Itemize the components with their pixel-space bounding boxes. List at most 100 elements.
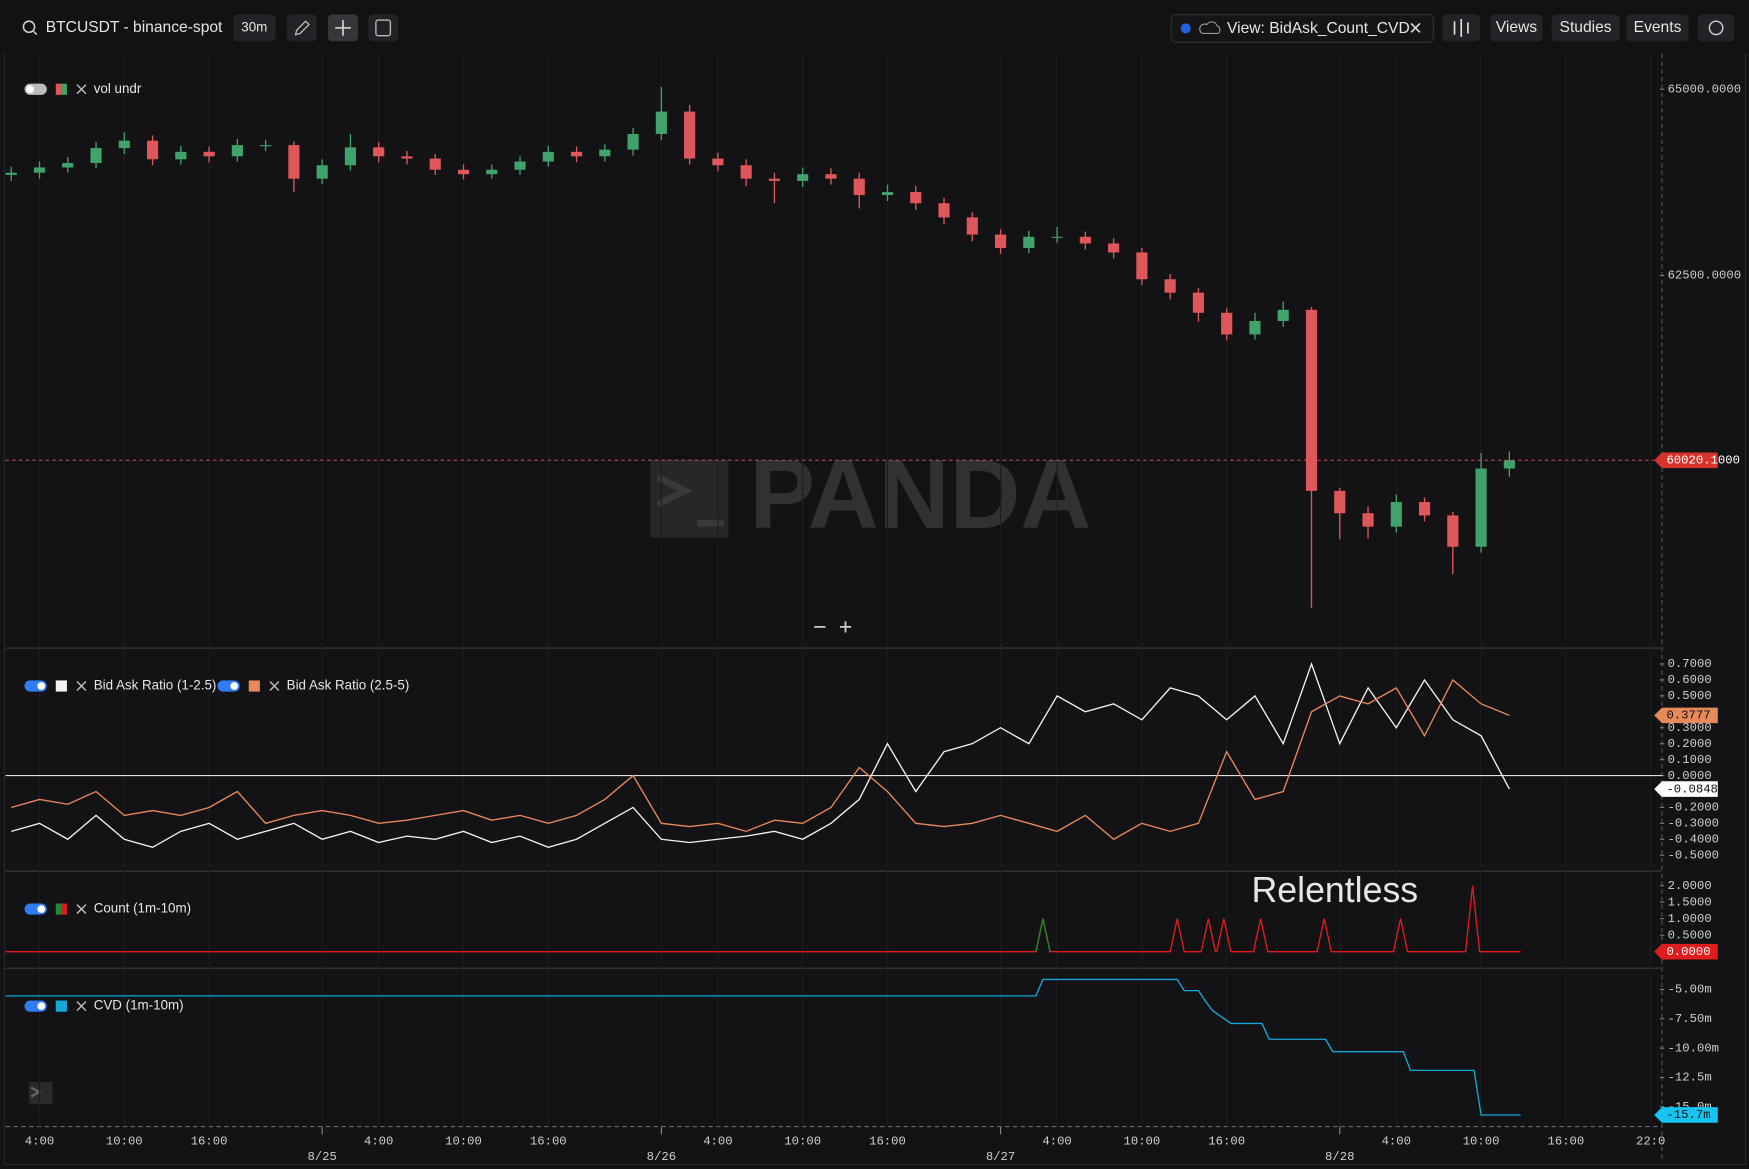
- candle-body: [938, 203, 950, 218]
- candle-body: [288, 145, 300, 179]
- edit-icon: [294, 20, 310, 36]
- candle-body: [486, 169, 498, 175]
- watermark-glyph: [656, 474, 693, 508]
- candle-body: [599, 149, 611, 157]
- candle-body: [90, 148, 102, 164]
- candle-body: [1362, 513, 1374, 527]
- symbol-search[interactable]: BTCUSDT - binance-spot: [22, 19, 223, 36]
- y-tick-label: 1.0000: [1668, 912, 1712, 926]
- last-value-box: [1654, 781, 1718, 797]
- legend-swatch: [55, 680, 67, 692]
- legend-swatch: [55, 1000, 67, 1012]
- candle-body: [1108, 243, 1120, 253]
- y-tick-label: 0.7000: [1668, 657, 1712, 671]
- candle-body: [457, 169, 470, 175]
- candle-body: [1447, 515, 1459, 547]
- y-tick-label: -0.2000: [1668, 801, 1719, 815]
- menu-item[interactable]: Studies: [1560, 19, 1612, 36]
- legend-toggle-knob: [37, 682, 46, 690]
- symbol[interactable]: BTCUSDT - binance-spot: [46, 19, 223, 36]
- candle-body: [966, 217, 978, 235]
- last-value-label: -15.7m: [1666, 1108, 1710, 1122]
- candle-body: [62, 163, 74, 168]
- candle-body: [514, 161, 526, 170]
- clipboard-icon: [375, 19, 392, 37]
- x-tick-label: 22:0: [1636, 1134, 1665, 1148]
- legend-label: CVD (1m-10m): [94, 998, 184, 1013]
- settings-button[interactable]: [1697, 14, 1735, 42]
- y-tick-label: -0.5000: [1668, 848, 1719, 862]
- events-button[interactable]: [1626, 14, 1689, 42]
- candle-body: [684, 111, 696, 159]
- candle-body: [570, 151, 583, 157]
- candle-body: [1192, 292, 1205, 313]
- x-tick-label: 16:00: [191, 1134, 228, 1148]
- candle-body: [853, 178, 865, 196]
- y-tick-label: -5.00m: [1668, 983, 1712, 997]
- views-button[interactable]: [1490, 14, 1543, 42]
- view-name[interactable]: View: BidAsk_Count_CVD: [1227, 20, 1410, 37]
- day-tick-label: 8/26: [647, 1150, 676, 1164]
- legend-remove[interactable]: [76, 1001, 87, 1012]
- y-tick-label: 2.0000: [1668, 879, 1712, 893]
- candle-body: [825, 174, 837, 179]
- chart-type-icon: [1453, 18, 1469, 37]
- zoom-in[interactable]: [839, 621, 852, 633]
- studies-button[interactable]: [1551, 14, 1620, 42]
- y-tick-label: 0.6000: [1668, 673, 1712, 687]
- view-close[interactable]: [1410, 22, 1421, 33]
- legend-remove[interactable]: [76, 681, 87, 691]
- candle-body: [1249, 320, 1261, 335]
- cloud-icon: [1199, 21, 1221, 35]
- y-tick-label: 62500.0000: [1668, 269, 1742, 283]
- candle-body: [655, 111, 667, 134]
- legend-swatch: [61, 83, 67, 95]
- candle-body: [627, 133, 639, 150]
- menu-item[interactable]: Events: [1634, 19, 1682, 36]
- legend-toggle-knob: [26, 85, 35, 94]
- candle-body: [1334, 490, 1346, 514]
- legend-toggle-knob: [37, 1002, 46, 1011]
- x-tick-label: 10:00: [1463, 1134, 1500, 1148]
- toolbar: BTCUSDT - binance-spot 30m View: BidAsk_…: [0, 0, 1749, 54]
- legend-remove[interactable]: [76, 84, 87, 95]
- candle-body: [797, 174, 809, 181]
- x-tick-label: 10:00: [106, 1134, 143, 1148]
- legend-swatch: [55, 903, 62, 915]
- interval-button[interactable]: [233, 14, 276, 42]
- candle-body: [994, 234, 1007, 248]
- menu-item[interactable]: Views: [1496, 19, 1538, 36]
- y-tick-label: 0.3000: [1668, 721, 1712, 735]
- legend-remove[interactable]: [269, 681, 280, 691]
- candle-body: [344, 147, 357, 166]
- last-value-box: [1654, 1107, 1718, 1123]
- candle-body: [712, 158, 724, 166]
- candle-body: [910, 192, 922, 204]
- candle-body: [1079, 236, 1091, 244]
- series-line: [11, 678, 1510, 841]
- candle-body: [768, 178, 781, 181]
- legend-swatch: [248, 680, 260, 692]
- clipboard-button[interactable]: [368, 14, 399, 42]
- candle-body: [118, 140, 130, 149]
- view-status-dot: [1180, 23, 1191, 34]
- legend-remove[interactable]: [76, 904, 87, 915]
- candle-body: [740, 165, 752, 179]
- last-value-box: [1654, 707, 1718, 724]
- candle-body: [231, 145, 243, 157]
- legend-label: Bid Ask Ratio (1-2.5): [94, 678, 217, 693]
- candle-body: [1418, 502, 1431, 516]
- candle-body: [175, 151, 187, 160]
- edit-button[interactable]: [286, 14, 317, 42]
- series-line: [5, 885, 1521, 953]
- last-value-label: 0.0000: [1666, 945, 1710, 959]
- candle-body: [33, 167, 46, 173]
- y-tick-label: -0.4000: [1668, 833, 1719, 847]
- last-value-label: -0.0848: [1666, 782, 1717, 796]
- legend-label: Bid Ask Ratio (2.5-5): [287, 678, 410, 693]
- legend-swatch: [55, 83, 62, 95]
- interval[interactable]: 30m: [241, 19, 267, 34]
- settings-icon: [1708, 20, 1724, 36]
- view-selector[interactable]: [1170, 13, 1434, 43]
